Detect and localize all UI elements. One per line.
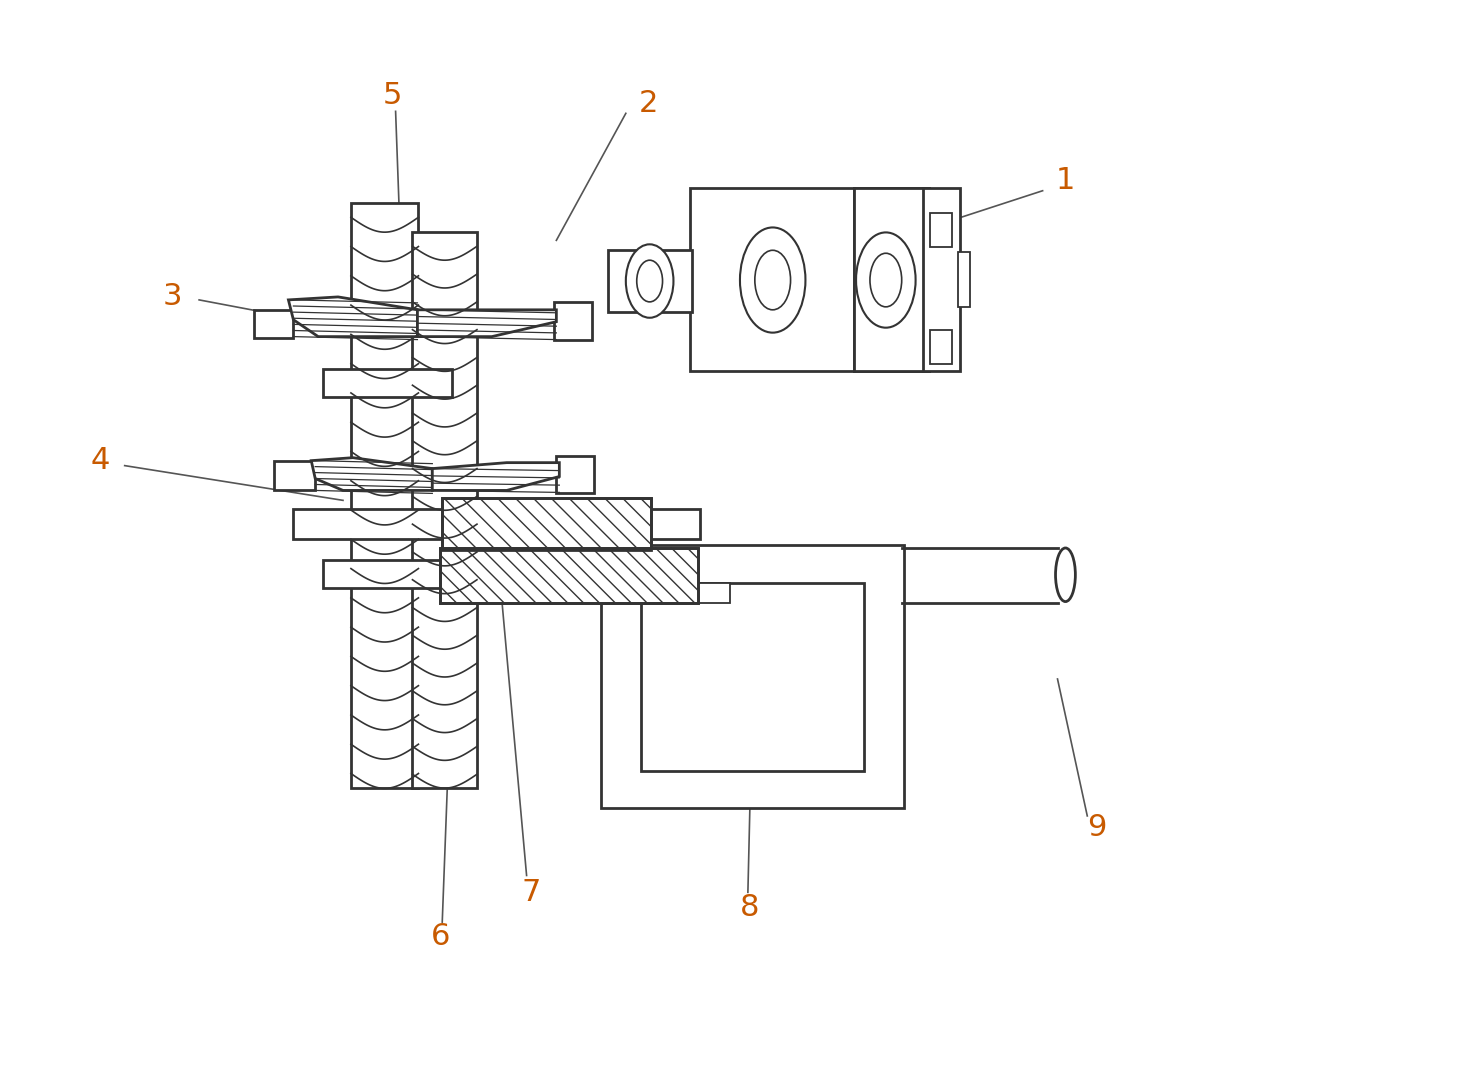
Bar: [930, 213, 952, 247]
Bar: [293, 509, 447, 539]
Bar: [601, 545, 904, 808]
Bar: [555, 301, 593, 340]
Bar: [254, 310, 293, 337]
Bar: [698, 583, 731, 603]
Text: 5: 5: [383, 81, 402, 110]
Ellipse shape: [637, 260, 663, 301]
Bar: [691, 188, 929, 371]
Bar: [854, 188, 929, 371]
Bar: [556, 455, 594, 494]
Text: 9: 9: [1087, 814, 1108, 842]
Ellipse shape: [626, 245, 673, 318]
Ellipse shape: [857, 233, 915, 328]
Bar: [351, 203, 418, 788]
Bar: [958, 252, 970, 307]
Ellipse shape: [1056, 548, 1075, 602]
Text: 6: 6: [431, 923, 450, 951]
Text: 2: 2: [640, 88, 659, 118]
Bar: [442, 498, 651, 550]
Text: 3: 3: [163, 283, 182, 311]
Bar: [440, 548, 698, 603]
Bar: [930, 330, 952, 365]
Bar: [641, 583, 864, 771]
Bar: [923, 188, 961, 371]
Bar: [440, 548, 698, 603]
Ellipse shape: [756, 250, 791, 310]
Text: 1: 1: [1056, 166, 1075, 195]
Text: 4: 4: [89, 447, 110, 475]
Bar: [323, 560, 452, 587]
Polygon shape: [433, 463, 559, 490]
Bar: [442, 498, 651, 550]
Ellipse shape: [739, 227, 805, 333]
Polygon shape: [311, 458, 433, 490]
Bar: [323, 369, 452, 397]
Bar: [648, 509, 700, 539]
Bar: [607, 250, 692, 312]
Bar: [412, 233, 477, 788]
Text: 8: 8: [741, 893, 760, 922]
Bar: [273, 461, 315, 490]
Polygon shape: [289, 297, 418, 336]
Polygon shape: [418, 310, 556, 336]
Text: 7: 7: [522, 878, 541, 906]
Ellipse shape: [870, 253, 902, 307]
